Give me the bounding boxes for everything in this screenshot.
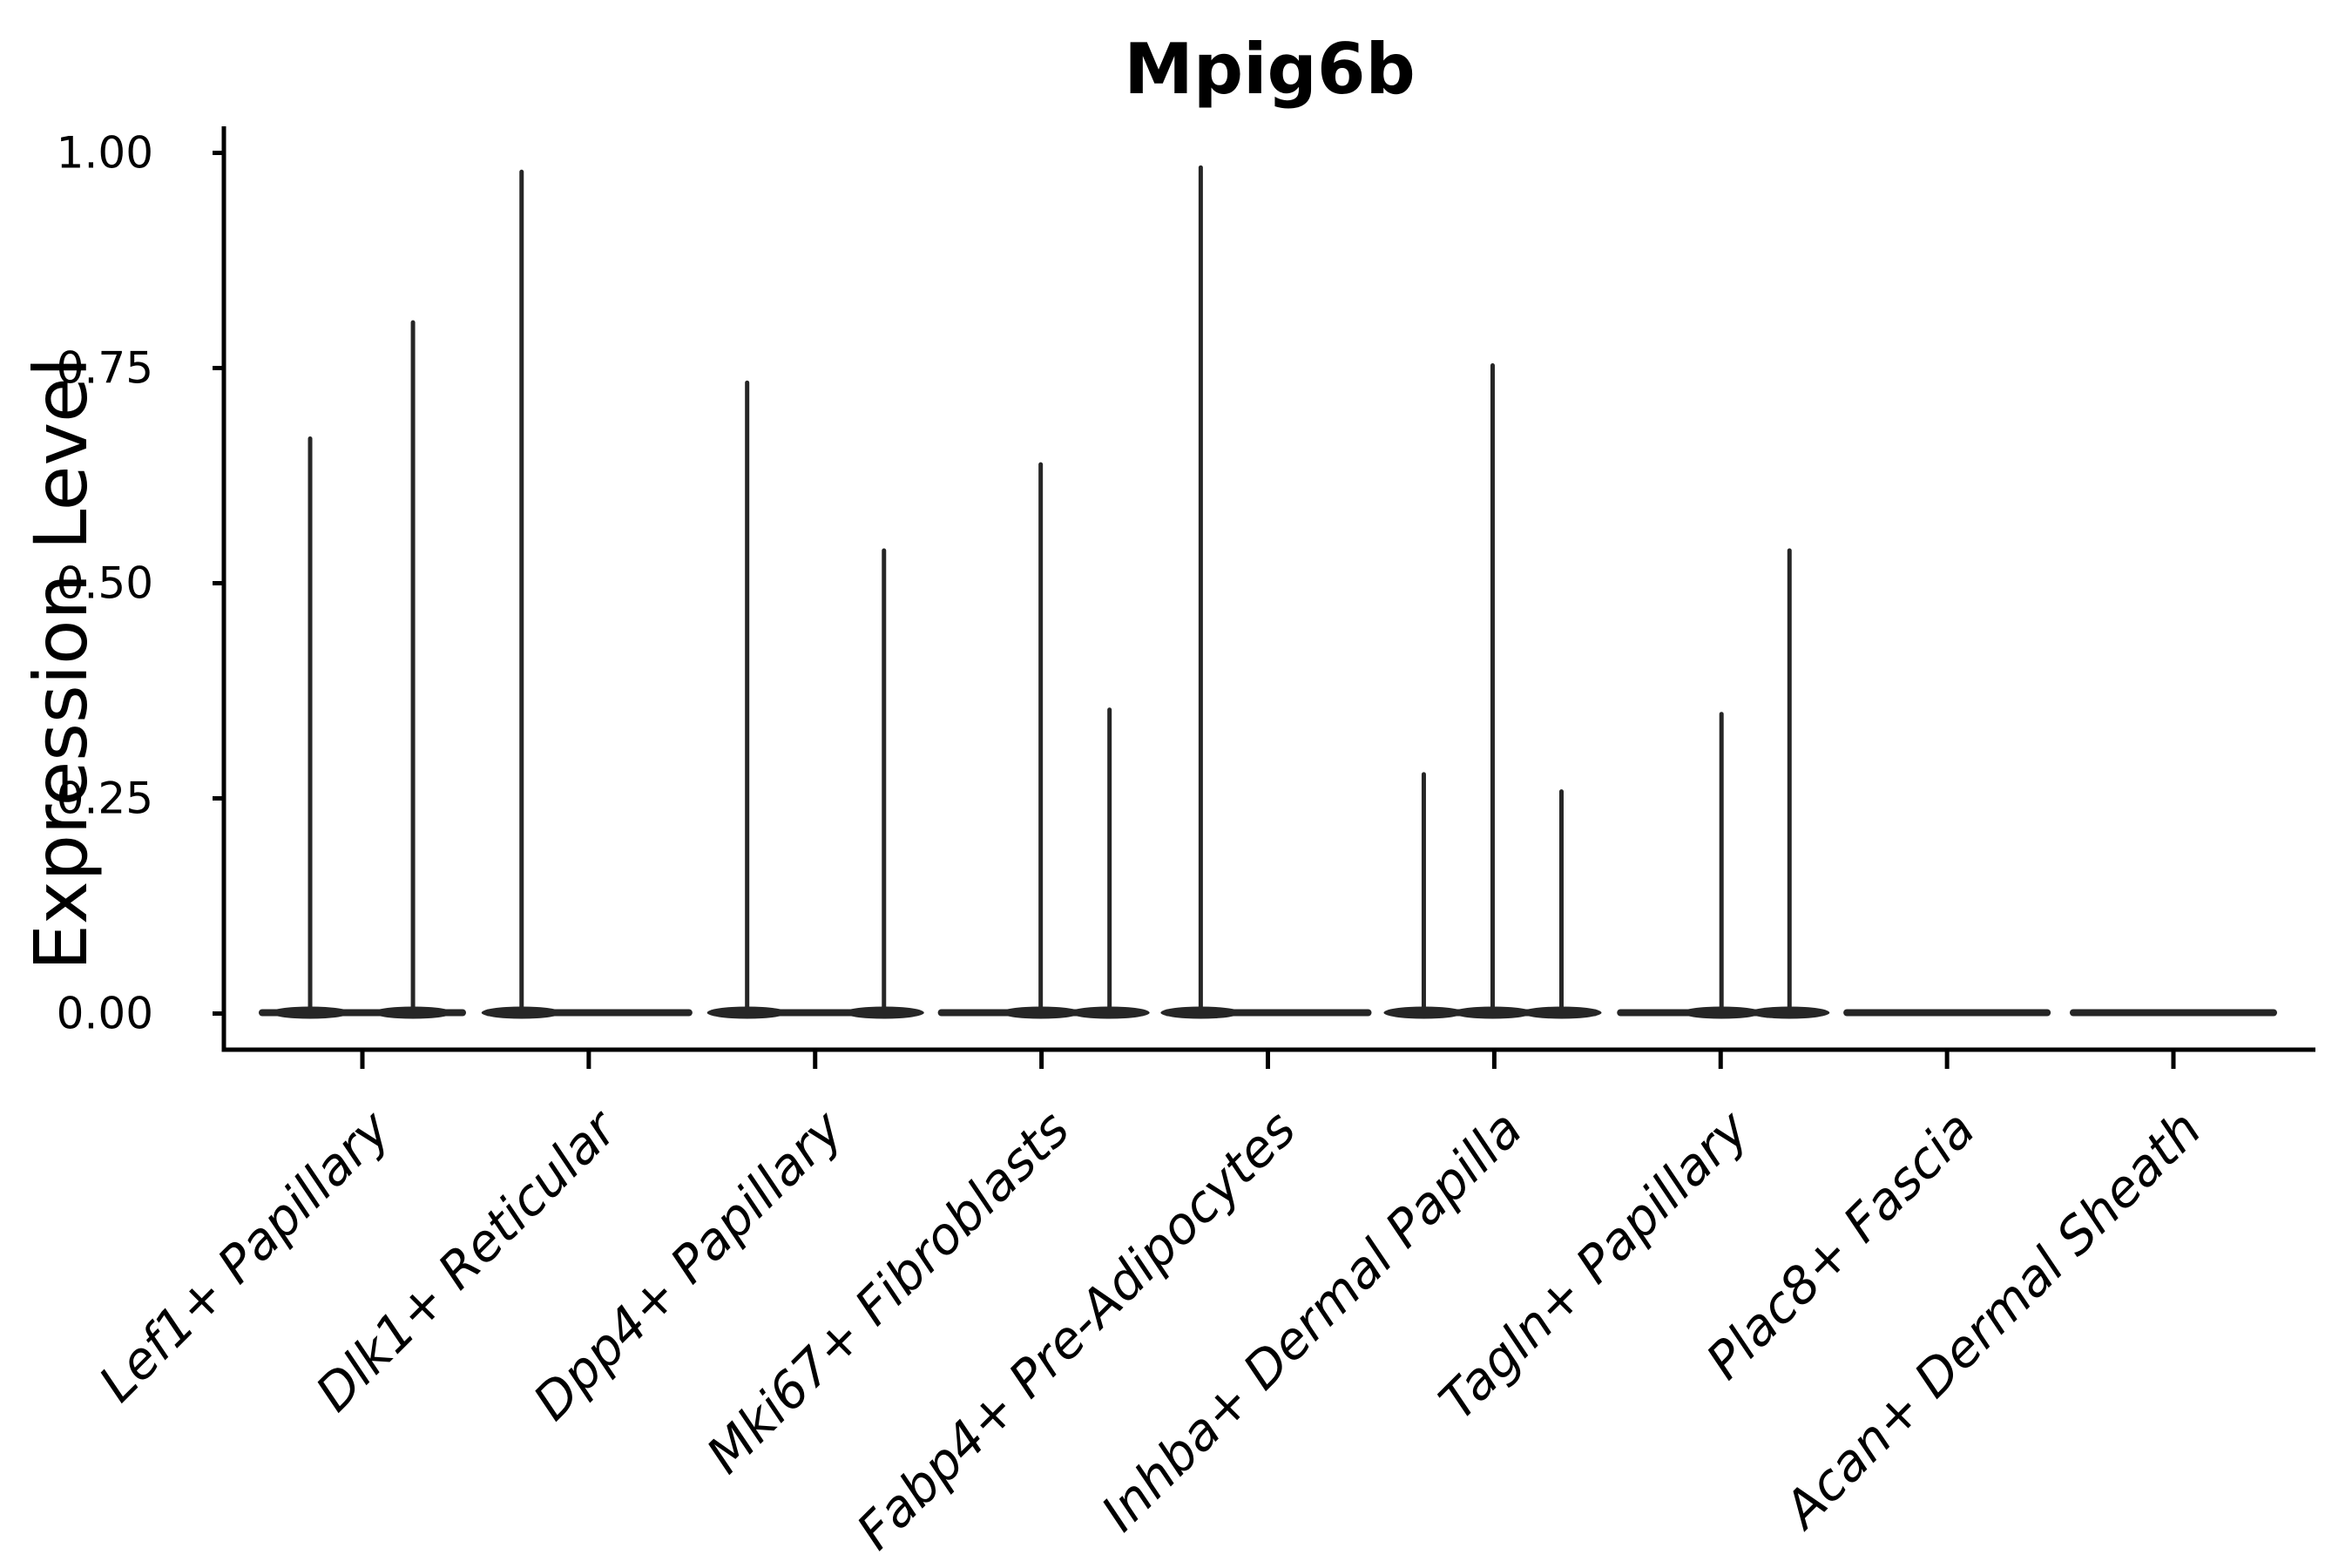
violin-base-swell xyxy=(1383,1006,1464,1019)
plot-title: Mpig6b xyxy=(1124,29,1416,110)
y-tick-label: 0.50 xyxy=(57,558,153,609)
violin-base-swell xyxy=(481,1006,562,1019)
violin-base-swell xyxy=(843,1006,924,1019)
violin-base-swell xyxy=(706,1006,787,1019)
y-tick-label: 0.00 xyxy=(57,989,153,1039)
x-tick-label: Inhba+ Dermal Papilla xyxy=(1090,1099,1533,1543)
violin-base-swell xyxy=(270,1006,351,1019)
violin-base-swell xyxy=(373,1006,454,1019)
y-tick-label: 0.25 xyxy=(57,774,153,824)
y-tick-label: 0.75 xyxy=(57,343,153,394)
violin-base-swell xyxy=(1681,1006,1762,1019)
violin-base-swell xyxy=(1521,1006,1602,1019)
violin-base-swell xyxy=(1749,1006,1830,1019)
x-tick-label: Fabp4+ Pre-Adipocytes xyxy=(845,1099,1307,1561)
x-tick-label: Acan+ Dermal Sheath xyxy=(1770,1099,2213,1542)
violin-base-swell xyxy=(1160,1006,1241,1019)
violin-base-swell xyxy=(1069,1006,1150,1019)
y-tick-label: 1.00 xyxy=(57,128,153,179)
violin-base-swell xyxy=(1000,1006,1081,1019)
x-tick-label: Mki67+ Fibroblasts xyxy=(695,1099,1081,1485)
violin-base-swell xyxy=(1452,1006,1533,1019)
